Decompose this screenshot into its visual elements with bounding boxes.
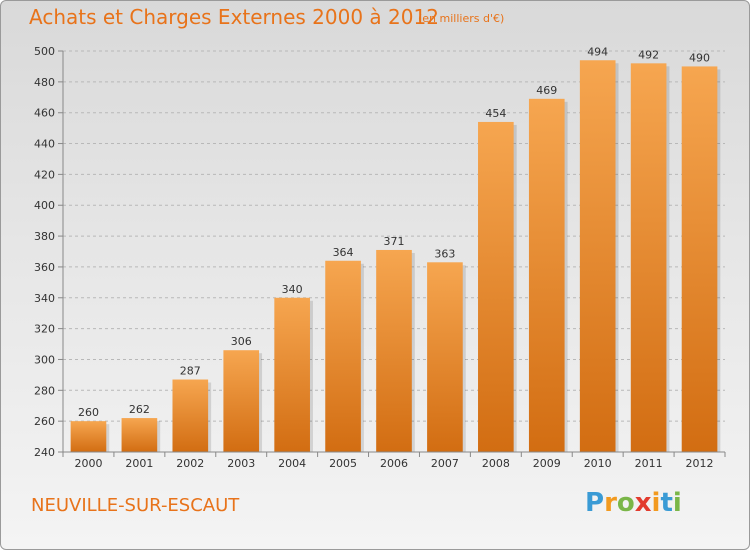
- y-tick-label: 400: [34, 199, 55, 212]
- y-tick-label: 500: [34, 45, 55, 58]
- y-tick-label: 440: [34, 138, 55, 151]
- x-tick-label: 2000: [74, 457, 102, 470]
- y-tick-label: 280: [34, 384, 55, 397]
- data-label: 262: [129, 403, 150, 416]
- data-label: 306: [231, 335, 252, 348]
- bar-2003: [223, 350, 260, 452]
- data-label: 364: [333, 246, 354, 259]
- bar-2011: [630, 63, 667, 452]
- x-tick-label: 2007: [431, 457, 459, 470]
- y-tick-label: 340: [34, 292, 55, 305]
- y-tick-label: 420: [34, 168, 55, 181]
- data-label: 494: [587, 45, 608, 58]
- y-tick-label: 380: [34, 230, 55, 243]
- y-tick-label: 460: [34, 107, 55, 120]
- chart-subtitle: (en milliers d'€): [418, 12, 505, 25]
- x-tick-label: 2009: [533, 457, 561, 470]
- y-tick-label: 240: [34, 446, 55, 459]
- bar-2008: [478, 121, 514, 452]
- logo-letter: o: [616, 488, 635, 518]
- x-tick-label: 2010: [584, 457, 612, 470]
- x-tick-label: 2011: [635, 457, 663, 470]
- data-label: 454: [485, 107, 506, 120]
- bar-2012: [681, 66, 718, 452]
- logo-letter: i: [672, 488, 682, 518]
- logo-letter: i: [651, 488, 661, 518]
- bar-2004: [274, 297, 310, 452]
- x-tick-label: 2008: [482, 457, 510, 470]
- data-label: 490: [689, 51, 710, 64]
- bar-2005: [325, 260, 361, 452]
- bar-2006: [376, 249, 412, 452]
- data-label: 260: [78, 406, 99, 419]
- x-tick-label: 2003: [227, 457, 255, 470]
- logo-letter: r: [604, 488, 617, 518]
- x-tick-label: 2001: [125, 457, 153, 470]
- bar-2000: [70, 421, 107, 452]
- data-label: 363: [434, 247, 455, 260]
- logo-letter: t: [660, 488, 673, 518]
- bar-2002: [172, 379, 209, 452]
- x-tick-label: 2005: [329, 457, 357, 470]
- bar-2001: [121, 418, 158, 452]
- y-tick-label: 360: [34, 261, 55, 274]
- data-label: 371: [384, 235, 405, 248]
- y-tick-label: 480: [34, 76, 55, 89]
- data-label: 492: [638, 48, 659, 61]
- x-tick-label: 2012: [686, 457, 714, 470]
- chart-title: Achats et Charges Externes 2000 à 2012: [29, 5, 439, 29]
- y-tick-label: 300: [34, 353, 55, 366]
- data-label: 287: [180, 365, 201, 378]
- location-label: NEUVILLE-SUR-ESCAUT: [31, 495, 240, 516]
- data-label: 340: [282, 283, 303, 296]
- x-tick-label: 2006: [380, 457, 408, 470]
- y-tick-label: 260: [34, 415, 55, 428]
- x-tick-label: 2002: [176, 457, 204, 470]
- bar-2007: [427, 262, 463, 452]
- bar-2009: [528, 98, 565, 453]
- data-label: 469: [536, 84, 557, 97]
- logo-letter: x: [634, 488, 652, 518]
- proxiti-logo[interactable]: Proxiti: [585, 488, 682, 518]
- x-tick-label: 2004: [278, 457, 306, 470]
- logo-letter: P: [585, 488, 605, 518]
- bar-2010: [579, 60, 616, 452]
- y-tick-label: 320: [34, 323, 55, 336]
